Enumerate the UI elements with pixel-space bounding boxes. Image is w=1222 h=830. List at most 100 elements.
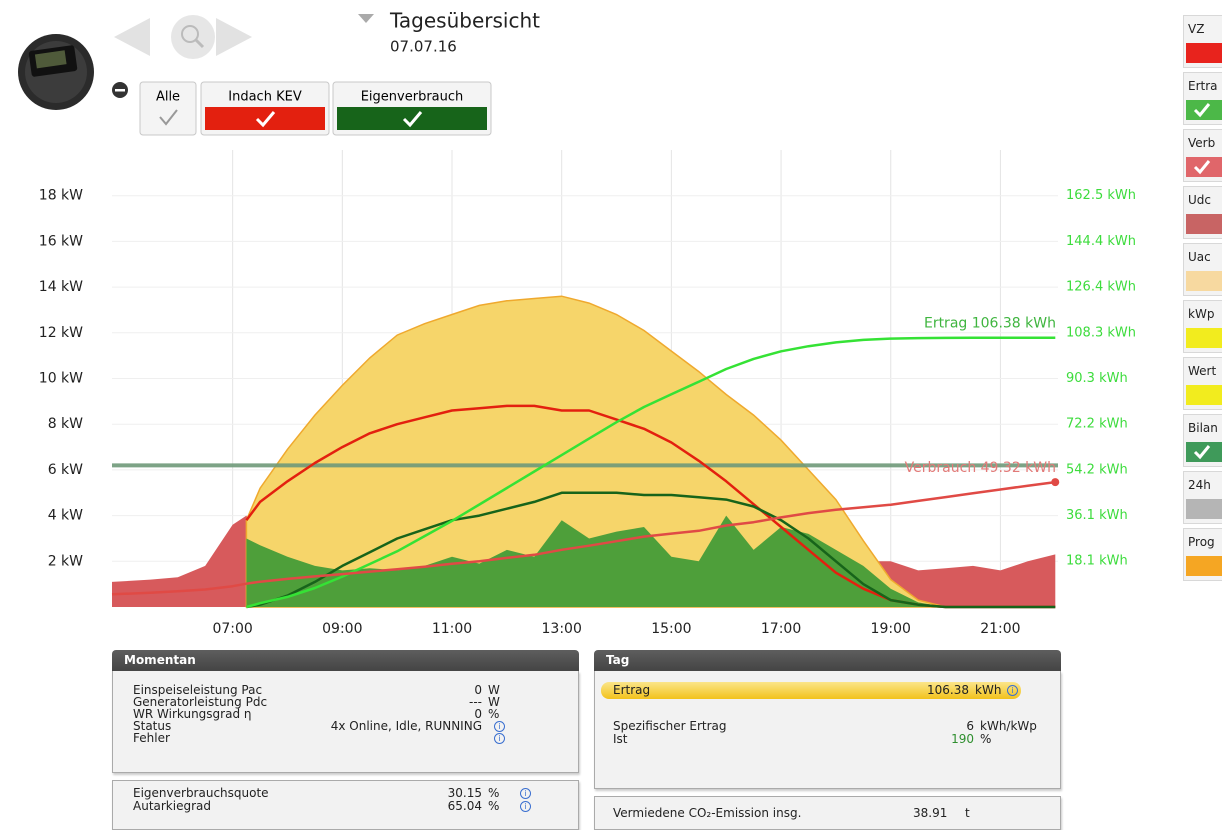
nav-search[interactable]	[171, 15, 215, 59]
row-value: 4x Online, Idle, RUNNING	[331, 720, 482, 733]
x-tick-label: 21:00	[980, 621, 1020, 637]
row-value: 38.91	[913, 807, 947, 820]
row-unit: %	[488, 708, 499, 721]
y-tick-label: 8 kW	[48, 416, 83, 432]
x-tick-label: 09:00	[322, 621, 362, 637]
y-tick-label: 6 kW	[48, 462, 83, 478]
filter-label: Alle	[156, 90, 180, 105]
sidebar-item[interactable]: Bilan	[1183, 414, 1222, 467]
device-icon	[18, 34, 94, 110]
row-value: 106.38	[927, 684, 969, 697]
x-tick-label: 17:00	[761, 621, 801, 637]
nav-prev[interactable]	[114, 18, 150, 56]
y-tick-label: 16 kW	[39, 233, 83, 249]
x-tick-label: 15:00	[651, 621, 691, 637]
title-toggle[interactable]	[358, 14, 374, 23]
info-icon[interactable]: i	[494, 721, 505, 732]
sidebar-item[interactable]: Udc	[1183, 186, 1222, 239]
sidebar-color	[1186, 328, 1222, 348]
y2-tick-label: 108.3 kWh	[1066, 325, 1136, 340]
sidebar-color	[1186, 214, 1222, 234]
sidebar-color	[1186, 556, 1222, 576]
sidebar-label: Bilan	[1188, 421, 1218, 435]
y2-tick-label: 90.3 kWh	[1066, 371, 1128, 386]
info-icon[interactable]: i	[494, 733, 505, 744]
sidebar-label: Prog	[1188, 535, 1215, 549]
y-tick-label: 10 kW	[39, 371, 83, 387]
row-label: Ist	[613, 733, 628, 746]
info-icon[interactable]: i	[520, 788, 531, 799]
sidebar-label: 24h	[1188, 478, 1211, 492]
page-body: Tagesübersicht 07.07.16 Alle Indach KEV …	[0, 0, 1222, 824]
row-value: 65.04	[448, 800, 482, 813]
sidebar-color	[1186, 442, 1222, 462]
sidebar-item[interactable]: Ertra	[1183, 72, 1222, 125]
sidebar-color	[1186, 385, 1222, 405]
panel-tag: Ertrag106.38kWhiSpezifischer Ertrag6kWh/…	[594, 671, 1061, 789]
info-icon[interactable]: i	[1007, 685, 1018, 696]
sidebar-label: Udc	[1188, 193, 1211, 207]
filter-eigen[interactable]: Eigenverbrauch	[333, 82, 491, 135]
sidebar-item[interactable]: 24h	[1183, 471, 1222, 524]
y-tick-label: 12 kW	[39, 325, 83, 341]
y2-tick-label: 54.2 kWh	[1066, 462, 1128, 477]
check-icon	[1186, 157, 1216, 177]
filter-color	[337, 107, 487, 130]
sidebar-label: VZ	[1188, 22, 1204, 36]
x-tick-label: 13:00	[542, 621, 582, 637]
y2-tick-label: 18.1 kWh	[1066, 554, 1128, 569]
filter-label: Eigenverbrauch	[361, 90, 464, 105]
filter-all[interactable]: Alle	[140, 82, 196, 135]
x-tick-label: 19:00	[871, 621, 911, 637]
row-unit: t	[965, 807, 970, 820]
sidebar-color	[1186, 499, 1222, 519]
check-icon	[1186, 442, 1216, 462]
y2-tick-label: 36.1 kWh	[1066, 508, 1128, 523]
row-unit: kWh	[975, 684, 1001, 697]
collapse-minus	[115, 89, 125, 92]
filter-indach[interactable]: Indach KEV	[201, 82, 329, 135]
sidebar-color	[1186, 43, 1222, 63]
sidebar-label: kWp	[1188, 307, 1214, 321]
y-tick-label: 14 kW	[39, 279, 83, 295]
sidebar-label: Uac	[1188, 250, 1211, 264]
nav-next[interactable]	[216, 18, 252, 56]
sidebar-color	[1186, 271, 1222, 291]
y2-tick-label: 162.5 kWh	[1066, 188, 1136, 203]
row-unit: %	[980, 733, 991, 746]
sidebar-label: Verb	[1188, 136, 1215, 150]
sidebar-item[interactable]: Prog	[1183, 528, 1222, 581]
filter-color	[205, 107, 325, 130]
line-end-dot	[1051, 478, 1059, 486]
sidebar-item[interactable]: Wert	[1183, 357, 1222, 410]
y2-tick-label: 144.4 kWh	[1066, 234, 1136, 249]
sidebar-item[interactable]: VZ	[1183, 15, 1222, 68]
sidebar-label: Wert	[1188, 364, 1216, 378]
filter-label: Indach KEV	[228, 90, 302, 105]
row-value: 190	[951, 733, 974, 746]
page-date: 07.07.16	[390, 38, 457, 56]
sidebar-color	[1186, 100, 1222, 120]
sidebar-item[interactable]: Uac	[1183, 243, 1222, 296]
sidebar-item[interactable]: Verb	[1183, 129, 1222, 182]
row-label: Vermiedene CO₂-Emission insg.	[613, 807, 801, 820]
row-unit: %	[488, 800, 499, 813]
y2-tick-label: 72.2 kWh	[1066, 417, 1128, 432]
panel-title: Momentan	[112, 650, 579, 671]
annotation: Verbrauch 49.32 kWh	[905, 460, 1056, 476]
row-label: Fehler	[133, 732, 170, 745]
page: Tagesübersicht {"header": {"title": "Tag…	[0, 0, 1222, 824]
check-icon	[1186, 100, 1216, 120]
sidebar-item[interactable]: kWp	[1183, 300, 1222, 353]
info-icon[interactable]: i	[520, 801, 531, 812]
row-label: Autarkiegrad	[133, 800, 211, 813]
x-tick-label: 11:00	[432, 621, 472, 637]
sidebar-label: Ertra	[1188, 79, 1218, 93]
row-label: Ertrag	[613, 684, 650, 697]
annotation: Ertrag 106.38 kWh	[924, 316, 1056, 332]
page-title: Tagesübersicht	[389, 9, 540, 33]
